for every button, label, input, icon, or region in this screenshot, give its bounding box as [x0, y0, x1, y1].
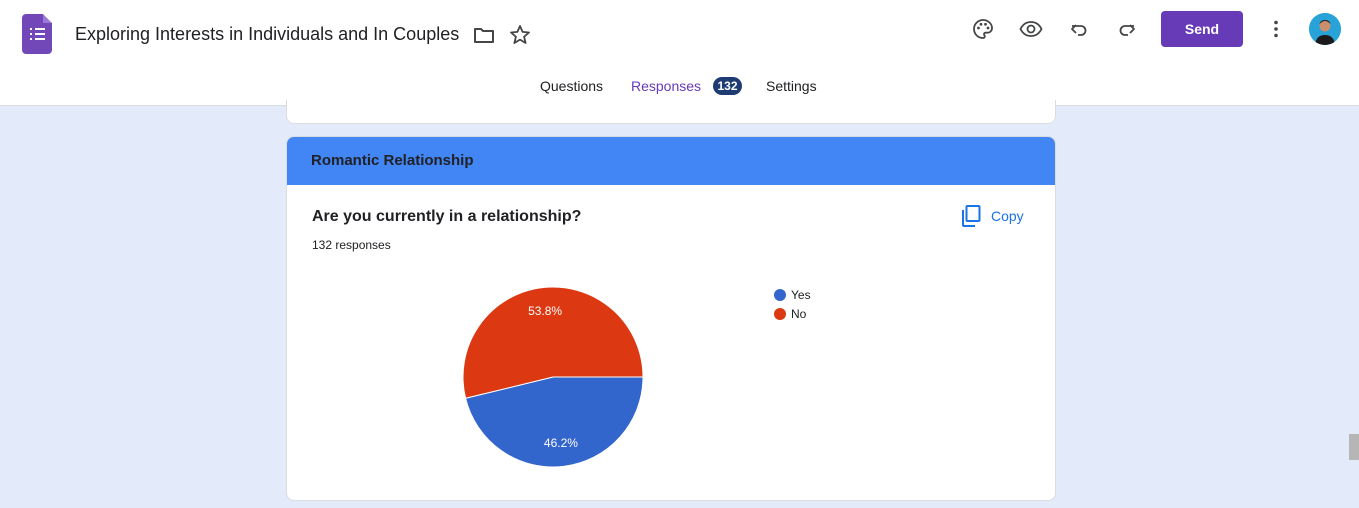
pie-value-label: 53.8%	[528, 303, 563, 318]
pie-value-label: 46.2%	[543, 436, 578, 451]
forms-logo-icon[interactable]	[22, 14, 52, 54]
legend-item: No	[774, 304, 811, 323]
avatar[interactable]	[1309, 13, 1341, 45]
legend-swatch	[774, 288, 786, 301]
preview-eye-icon[interactable]	[1019, 17, 1043, 41]
form-title[interactable]: Exploring Interests in Individuals and I…	[75, 24, 460, 44]
responses-count-badge: 132	[713, 77, 742, 95]
response-count: 132 responses	[312, 238, 391, 252]
previous-card	[286, 100, 1056, 124]
send-button[interactable]: Send	[1161, 11, 1243, 47]
legend-item: Yes	[774, 285, 811, 304]
legend-swatch	[774, 307, 786, 320]
more-vert-icon[interactable]	[1264, 17, 1288, 41]
pie-slice-yes[interactable]	[464, 376, 644, 468]
folder-icon[interactable]	[472, 23, 496, 47]
legend-label: Yes	[791, 287, 811, 302]
palette-icon[interactable]	[971, 17, 995, 41]
legend-label: No	[791, 306, 807, 321]
section-header: Romantic Relationship	[287, 137, 1055, 185]
tab-questions[interactable]: Questions	[540, 78, 604, 94]
copy-icon	[962, 205, 981, 227]
star-icon[interactable]	[508, 23, 532, 47]
question-summary-card: Romantic Relationship Are you currently …	[286, 136, 1056, 501]
pie-slice-no[interactable]	[462, 286, 644, 399]
tab-settings[interactable]: Settings	[766, 78, 817, 94]
chart-legend: Yes No	[774, 285, 811, 323]
scrollbar-thumb[interactable]	[1349, 434, 1359, 460]
section-title: Romantic Relationship	[311, 152, 474, 169]
undo-icon[interactable]	[1067, 17, 1091, 41]
redo-icon[interactable]	[1115, 17, 1139, 41]
top-bar: Exploring Interests in Individuals and I…	[0, 0, 1359, 106]
copy-label: Copy	[991, 208, 1024, 224]
tab-responses[interactable]: Responses	[631, 78, 702, 94]
question-title: Are you currently in a relationship?	[312, 208, 582, 225]
copy-chart-button[interactable]: Copy	[961, 204, 1024, 228]
pie-chart	[462, 286, 644, 468]
